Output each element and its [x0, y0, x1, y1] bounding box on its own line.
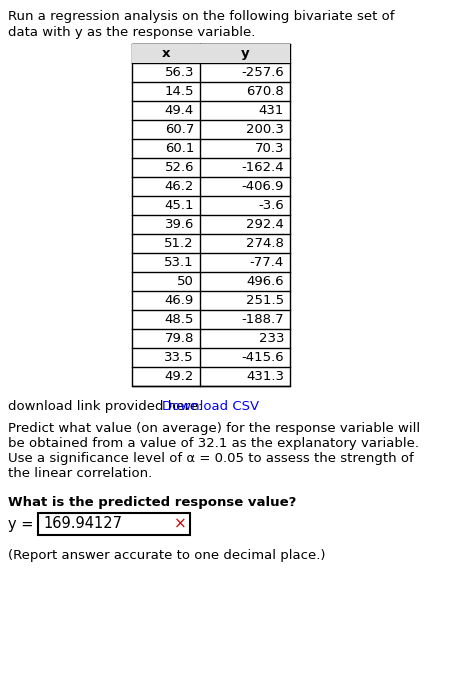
Text: download link provided here:: download link provided here: [8, 400, 211, 413]
Text: -257.6: -257.6 [241, 66, 284, 79]
Text: 51.2: 51.2 [164, 237, 194, 250]
Text: 45.1: 45.1 [164, 199, 194, 212]
Text: 431.3: 431.3 [246, 370, 284, 383]
Text: 233: 233 [259, 332, 284, 345]
Text: 53.1: 53.1 [164, 256, 194, 269]
Text: 70.3: 70.3 [254, 142, 284, 155]
Text: 14.5: 14.5 [164, 85, 194, 98]
Text: 60.1: 60.1 [164, 142, 194, 155]
Text: y =: y = [8, 517, 38, 531]
Text: -77.4: -77.4 [250, 256, 284, 269]
Text: -3.6: -3.6 [258, 199, 284, 212]
Text: y: y [240, 47, 249, 60]
Text: 496.6: 496.6 [247, 275, 284, 288]
Text: 169.94127: 169.94127 [43, 517, 122, 531]
Text: (Report answer accurate to one decimal place.): (Report answer accurate to one decimal p… [8, 549, 326, 562]
Text: Use a significance level of α = 0.05 to assess the strength of: Use a significance level of α = 0.05 to … [8, 452, 414, 465]
Text: 39.6: 39.6 [164, 218, 194, 231]
Text: 274.8: 274.8 [246, 237, 284, 250]
Text: ×: × [174, 517, 186, 531]
Text: 292.4: 292.4 [246, 218, 284, 231]
Text: 56.3: 56.3 [164, 66, 194, 79]
Text: 49.2: 49.2 [164, 370, 194, 383]
Text: data with y as the response variable.: data with y as the response variable. [8, 26, 256, 39]
Text: Predict what value (on average) for the response variable will: Predict what value (on average) for the … [8, 422, 420, 435]
Text: 200.3: 200.3 [246, 123, 284, 136]
Text: 33.5: 33.5 [164, 351, 194, 364]
Text: -415.6: -415.6 [241, 351, 284, 364]
Text: 431: 431 [259, 104, 284, 117]
Text: be obtained from a value of 32.1 as the explanatory variable.: be obtained from a value of 32.1 as the … [8, 437, 419, 450]
Text: 46.9: 46.9 [165, 294, 194, 307]
Text: 251.5: 251.5 [246, 294, 284, 307]
Text: Download CSV: Download CSV [163, 400, 260, 413]
Text: 49.4: 49.4 [165, 104, 194, 117]
Text: 60.7: 60.7 [164, 123, 194, 136]
Text: 46.2: 46.2 [164, 180, 194, 193]
Text: 52.6: 52.6 [164, 161, 194, 174]
Text: Run a regression analysis on the following bivariate set of: Run a regression analysis on the followi… [8, 10, 395, 23]
Text: -406.9: -406.9 [242, 180, 284, 193]
Text: the linear correlation.: the linear correlation. [8, 467, 153, 480]
Text: 50: 50 [177, 275, 194, 288]
Text: -188.7: -188.7 [241, 313, 284, 326]
Text: 48.5: 48.5 [164, 313, 194, 326]
Text: -162.4: -162.4 [241, 161, 284, 174]
Text: 670.8: 670.8 [246, 85, 284, 98]
Text: What is the predicted response value?: What is the predicted response value? [8, 496, 297, 509]
Text: 79.8: 79.8 [164, 332, 194, 345]
Text: x: x [162, 47, 170, 60]
